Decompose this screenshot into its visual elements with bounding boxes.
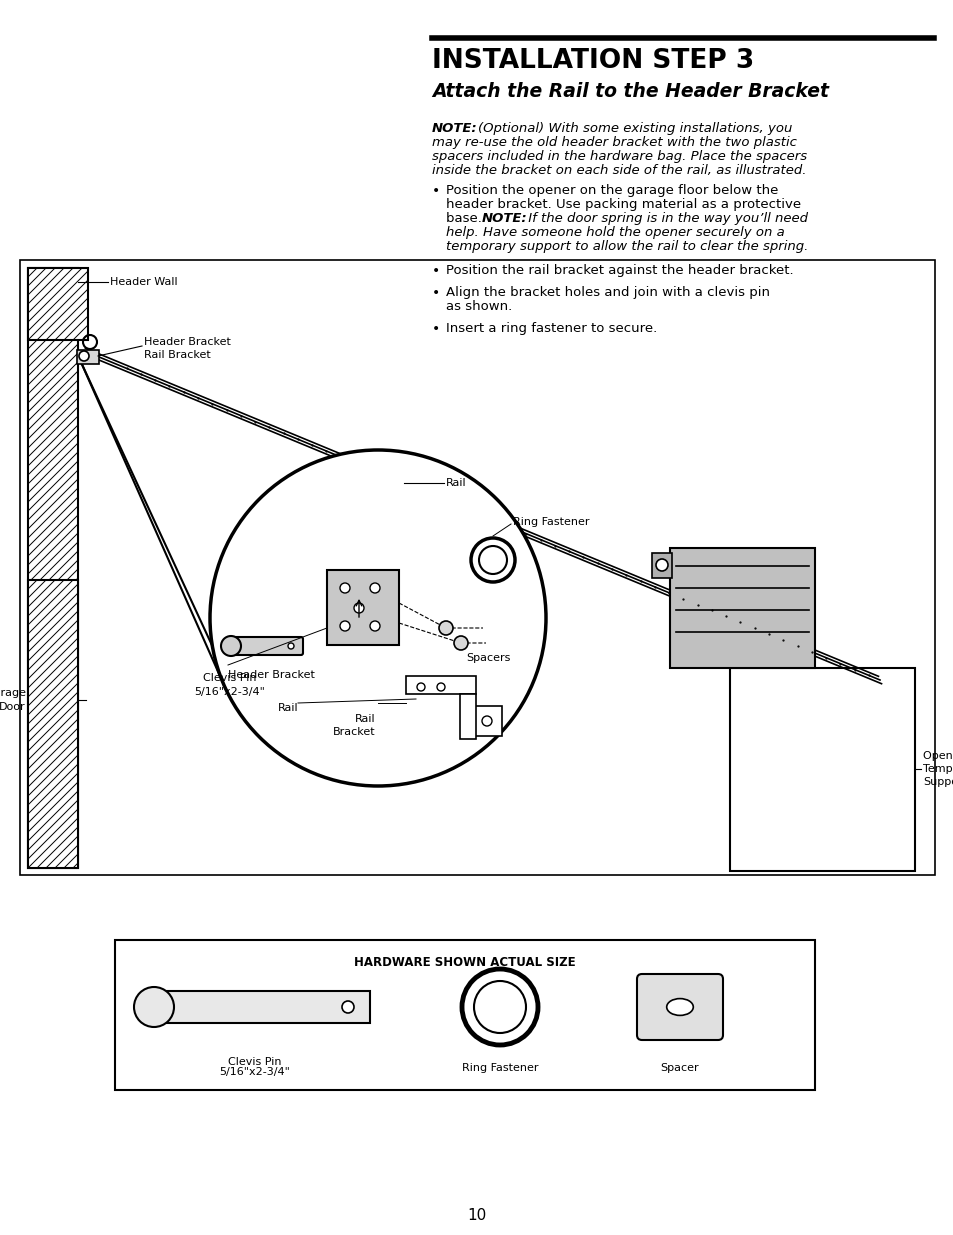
Circle shape [221,636,241,656]
Text: •: • [432,264,439,278]
Text: •: • [432,287,439,300]
Bar [77,350,99,364]
Bar [28,268,78,868]
Text: Insert a ring fastener to secure.: Insert a ring fastener to secure. [446,322,657,335]
Text: If the door spring is in the way you’ll need: If the door spring is in the way you’ll … [523,212,807,225]
Circle shape [339,621,350,631]
Bar [20,261,934,876]
Circle shape [656,559,667,571]
Circle shape [133,987,173,1028]
Text: help. Have someone hold the opener securely on a: help. Have someone hold the opener secur… [446,226,784,240]
Text: 10: 10 [467,1208,486,1223]
Text: Ring Fastener: Ring Fastener [461,1063,537,1073]
Text: Header Wall: Header Wall [110,277,177,287]
Text: header bracket. Use packing material as a protective: header bracket. Use packing material as … [446,198,801,211]
FancyBboxPatch shape [637,974,722,1040]
Text: Clevis Pin: Clevis Pin [203,673,256,683]
Circle shape [438,621,453,635]
Text: inside the bracket on each side of the rail, as illustrated.: inside the bracket on each side of the r… [432,164,805,177]
Text: •: • [432,322,439,336]
Text: Rail: Rail [355,714,375,724]
Circle shape [436,683,444,692]
Bar [669,548,814,668]
Text: (Optional) With some existing installations, you: (Optional) With some existing installati… [477,122,792,135]
Text: Garage
Door: Garage Door [0,688,26,711]
Bar [153,990,370,1023]
Bar [729,668,914,871]
Bar [472,706,501,736]
Bar [28,580,78,868]
Text: Position the opener on the garage floor below the: Position the opener on the garage floor … [446,184,778,198]
Text: Rail Bracket: Rail Bracket [144,350,211,359]
Circle shape [471,538,515,582]
Text: Clevis Pin: Clevis Pin [228,1057,281,1067]
Text: 5/16"x2-3/4": 5/16"x2-3/4" [194,687,265,697]
FancyBboxPatch shape [227,637,303,655]
Text: Header Bracket: Header Bracket [144,337,231,347]
Circle shape [339,583,350,593]
Circle shape [288,643,294,650]
Text: Header Bracket: Header Bracket [228,671,314,680]
Text: Spacers: Spacers [465,653,510,663]
Text: HARDWARE SHOWN ACTUAL SIZE: HARDWARE SHOWN ACTUAL SIZE [354,956,576,968]
Ellipse shape [666,999,693,1015]
Circle shape [370,583,379,593]
Bar [459,694,476,739]
Text: Align the bracket holes and join with a clevis pin: Align the bracket holes and join with a … [446,287,769,299]
Bar [28,268,88,340]
Circle shape [454,636,468,650]
Text: Bracket: Bracket [333,727,375,737]
Text: NOTE:: NOTE: [481,212,527,225]
Text: Ring Fastener: Ring Fastener [513,517,589,527]
Circle shape [474,981,525,1032]
Bar [406,676,476,694]
Text: Spacer: Spacer [660,1063,699,1073]
Bar [651,553,671,578]
Text: spacers included in the hardware bag. Place the spacers: spacers included in the hardware bag. Pl… [432,149,806,163]
Text: •: • [432,184,439,198]
Text: temporary support to allow the rail to clear the spring.: temporary support to allow the rail to c… [446,240,807,253]
Circle shape [354,603,364,613]
Text: NOTE:: NOTE: [432,122,477,135]
Circle shape [370,621,379,631]
Text: Attach the Rail to the Header Bracket: Attach the Rail to the Header Bracket [432,82,828,101]
Text: Position the rail bracket against the header bracket.: Position the rail bracket against the he… [446,264,793,277]
Bar [115,940,814,1091]
Circle shape [481,716,492,726]
Text: may re-use the old header bracket with the two plastic: may re-use the old header bracket with t… [432,136,796,149]
Circle shape [461,969,537,1045]
Bar [327,571,398,645]
Text: base.: base. [446,212,486,225]
Text: as shown.: as shown. [446,300,512,312]
Circle shape [79,351,89,361]
Text: INSTALLATION STEP 3: INSTALLATION STEP 3 [432,48,754,74]
Text: Rail: Rail [277,703,298,713]
Text: 5/16"x2-3/4": 5/16"x2-3/4" [219,1067,290,1077]
Circle shape [210,450,545,785]
Text: Rail: Rail [446,478,466,488]
Circle shape [478,546,506,574]
Circle shape [341,1002,354,1013]
Text: Opener Carton or
Temporary
Support: Opener Carton or Temporary Support [923,751,953,787]
Circle shape [416,683,424,692]
